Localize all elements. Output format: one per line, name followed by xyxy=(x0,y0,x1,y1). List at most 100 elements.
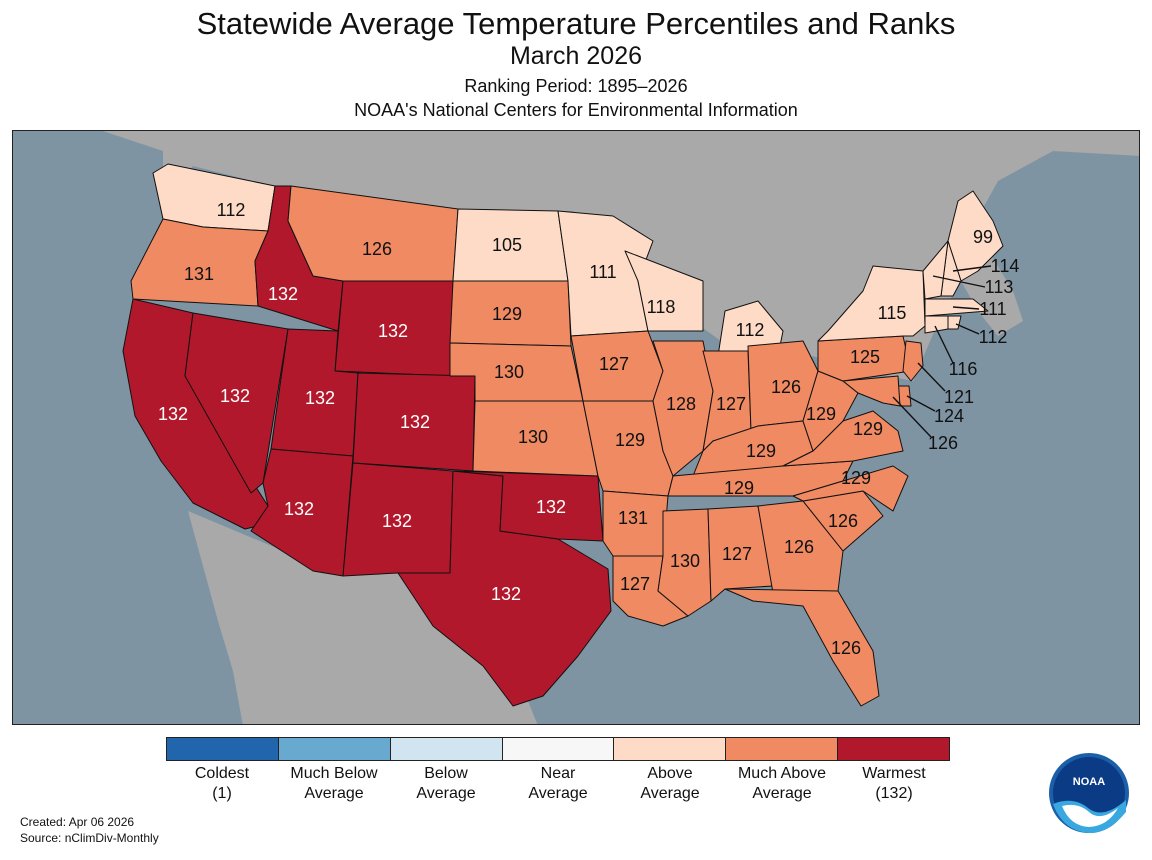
rank-label-mt: 126 xyxy=(362,239,392,259)
legend-label-4: Above Average xyxy=(614,764,726,804)
rank-label-oh: 126 xyxy=(771,377,801,397)
legend-label-3: Near Average xyxy=(502,764,614,804)
rank-label-ri: 112 xyxy=(979,327,1008,347)
ranking-period: Ranking Period: 1895–2026 xyxy=(464,76,688,96)
rank-label-ia: 127 xyxy=(599,354,629,374)
legend-label-2: Below Average xyxy=(390,764,502,804)
legend-label-line1: Warmest xyxy=(862,765,926,782)
rank-label-pa: 125 xyxy=(850,347,880,367)
legend-label-line2: (132) xyxy=(875,785,913,802)
legend-label-line2: Average xyxy=(416,785,476,802)
leader-line-ma xyxy=(952,306,980,310)
rank-label-ok: 132 xyxy=(536,497,566,517)
legend-label-line2: Average xyxy=(528,785,588,802)
legend-swatch-0 xyxy=(167,738,278,760)
map-title: Statewide Average Temperature Percentile… xyxy=(196,6,956,41)
legend-label-line1: Above xyxy=(647,765,693,782)
rank-label-wa: 112 xyxy=(217,200,246,220)
rank-label-ar: 131 xyxy=(618,508,648,528)
created-date: Created: Apr 06 2026 xyxy=(20,815,135,829)
leader-line-ri xyxy=(955,323,980,335)
legend-swatch-3 xyxy=(501,738,614,760)
legend-swatch-2 xyxy=(389,738,502,760)
rank-label-nh: 114 xyxy=(991,256,1020,276)
legend-label-6: Warmest (132) xyxy=(838,764,950,804)
rank-label-sd: 129 xyxy=(492,304,522,324)
rank-label-la: 127 xyxy=(620,574,650,594)
rank-label-al: 127 xyxy=(722,544,752,564)
leader-line-nj xyxy=(917,362,946,392)
rank-label-tx: 132 xyxy=(491,584,521,604)
rank-label-wy: 132 xyxy=(378,321,408,341)
rank-label-id: 132 xyxy=(268,284,298,304)
rank-label-ks: 130 xyxy=(518,427,548,447)
noaa-logo: NOAA xyxy=(1049,753,1129,834)
rank-label-ne: 130 xyxy=(494,362,524,382)
legend-label-line1: Much Below xyxy=(290,765,378,782)
legend-label-1: Much Below Average xyxy=(278,764,390,804)
rank-label-mi: 112 xyxy=(736,320,765,340)
legend-swatch-6 xyxy=(837,738,950,760)
rank-label-mn: 111 xyxy=(589,262,616,282)
legend-color-bar xyxy=(166,737,950,761)
rank-label-ma: 111 xyxy=(979,299,1006,319)
noaa-logo-text: NOAA xyxy=(1073,776,1105,788)
legend-swatch-4 xyxy=(613,738,726,760)
rank-label-wv: 129 xyxy=(806,404,836,424)
state-ga xyxy=(757,500,844,594)
rank-label-vt: 113 xyxy=(985,277,1014,297)
rank-label-nm: 132 xyxy=(382,511,412,531)
rank-label-ky: 129 xyxy=(746,441,776,461)
rank-label-nv: 132 xyxy=(220,386,250,406)
legend-label-0: Coldest (1) xyxy=(166,764,278,804)
rank-label-ny: 115 xyxy=(878,303,907,323)
agency-name: NOAA's National Centers for Environmenta… xyxy=(354,100,798,120)
state-vt xyxy=(922,240,949,300)
legend-label-line2: (1) xyxy=(212,785,232,802)
state-nv xyxy=(184,312,289,494)
map-subtitle: March 2026 xyxy=(509,42,643,70)
rank-label-wi: 118 xyxy=(647,297,676,317)
state-md xyxy=(842,375,901,407)
leader-line-ct xyxy=(934,325,954,364)
rank-label-ut: 132 xyxy=(305,388,335,408)
state-wi xyxy=(624,250,704,332)
legend-label-5: Much Above Average xyxy=(726,764,838,804)
rank-label-co: 132 xyxy=(400,412,430,432)
rank-label-az: 132 xyxy=(284,499,314,519)
legend-label-line2: Average xyxy=(304,785,364,802)
rank-label-or: 131 xyxy=(184,264,214,284)
legend-label-line2: Average xyxy=(640,785,700,802)
rank-label-me: 99 xyxy=(973,227,993,247)
state-az xyxy=(250,448,354,577)
legend-swatch-1 xyxy=(277,738,390,760)
rank-label-md: 126 xyxy=(928,433,958,453)
state-ct xyxy=(924,315,949,334)
state-fl xyxy=(724,588,880,707)
rank-label-ms: 130 xyxy=(670,551,700,571)
rank-label-mo: 129 xyxy=(615,430,645,450)
rank-label-ca: 132 xyxy=(158,404,188,424)
us-state-map: 112 131 132 132 132 126 132 132 132 132 132 132 132 1… xyxy=(12,130,1140,725)
leader-line-nh xyxy=(952,265,992,272)
leader-line-de xyxy=(906,395,936,412)
legend-label-line2: Average xyxy=(752,785,812,802)
mexico-land xyxy=(188,511,538,724)
legend-swatch-5 xyxy=(725,738,838,760)
rank-label-nd: 105 xyxy=(492,235,522,255)
rank-label-tn: 129 xyxy=(724,478,754,498)
rank-label-ct: 116 xyxy=(949,359,978,379)
leader-line-vt xyxy=(932,275,986,288)
legend-label-line1: Coldest xyxy=(194,765,250,782)
leader-line-md xyxy=(892,396,932,438)
state-al xyxy=(707,505,774,602)
legend-label-line1: Near xyxy=(540,765,576,782)
rank-label-il: 128 xyxy=(666,394,696,414)
rank-label-va: 129 xyxy=(853,419,883,439)
legend-label-line1: Much Above xyxy=(737,765,827,782)
rank-label-in: 127 xyxy=(716,394,746,414)
data-source: Source: nClimDiv-Monthly xyxy=(20,831,159,845)
rank-label-nc: 129 xyxy=(841,468,871,488)
rank-label-nj: 121 xyxy=(944,387,974,407)
state-nc xyxy=(792,465,909,512)
